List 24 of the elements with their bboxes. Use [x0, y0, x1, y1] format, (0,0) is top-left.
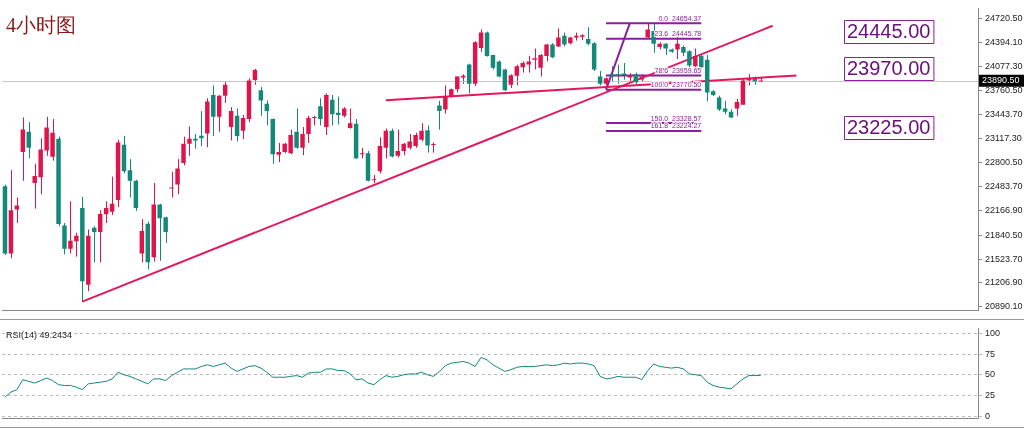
y-tick-label: 75 — [985, 348, 996, 359]
annotation: 23225.00 — [847, 115, 931, 138]
y-tick-label: 25 — [985, 389, 996, 400]
annotation: 24445.00 — [847, 19, 931, 42]
y-tick-label: 22800.50 — [985, 157, 1023, 168]
y-tick-label: 21840.50 — [985, 229, 1023, 240]
y-tick-label: 21206.90 — [985, 277, 1023, 288]
y-tick-label: 24394.10 — [985, 37, 1023, 48]
y-tick-label: 21523.70 — [985, 253, 1023, 264]
y-tick-label: 24720.50 — [985, 12, 1023, 23]
y-tick-label: 0 — [985, 410, 991, 421]
y-tick-label: 22483.70 — [985, 181, 1023, 192]
y-tick-label: 100 — [985, 327, 1001, 338]
ref-line-label: 23890.50 — [982, 75, 1020, 86]
y-tick-label: 23443.70 — [985, 108, 1023, 119]
y-tick-label: 50 — [985, 369, 996, 380]
y-tick-label: 22166.90 — [985, 205, 1023, 216]
y-tick-label: 24077.30 — [985, 61, 1023, 72]
chart-title: 4小时图 — [6, 13, 76, 36]
y-tick-label: 23760.50 — [985, 84, 1023, 95]
y-tick-label: 23117.30 — [985, 133, 1022, 144]
y-tick-label: 20890.10 — [985, 301, 1023, 312]
chart-title: RSI(14) 49.2434 — [6, 330, 73, 341]
annotation: 23970.00 — [847, 56, 931, 79]
